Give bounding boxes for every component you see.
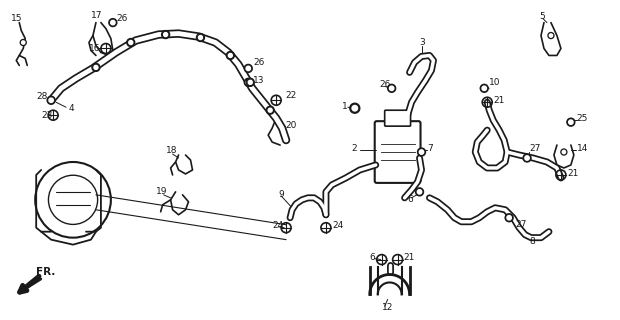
Text: 9: 9 xyxy=(278,190,284,199)
Circle shape xyxy=(417,190,422,194)
Text: 5: 5 xyxy=(539,12,545,21)
Circle shape xyxy=(266,106,274,114)
Circle shape xyxy=(109,19,117,27)
Text: 24: 24 xyxy=(332,221,343,230)
Circle shape xyxy=(244,64,252,72)
Text: 12: 12 xyxy=(382,303,393,312)
Circle shape xyxy=(268,108,272,112)
Text: 21: 21 xyxy=(567,169,578,179)
Text: 7: 7 xyxy=(427,144,433,153)
Circle shape xyxy=(129,41,133,44)
Text: 27: 27 xyxy=(515,220,526,229)
Text: 26: 26 xyxy=(253,58,265,67)
Circle shape xyxy=(246,66,250,71)
Text: 19: 19 xyxy=(156,188,167,196)
Circle shape xyxy=(419,150,423,154)
Circle shape xyxy=(164,33,167,36)
Circle shape xyxy=(562,150,565,154)
Circle shape xyxy=(47,96,55,104)
Circle shape xyxy=(507,216,512,220)
Text: 15: 15 xyxy=(11,14,23,23)
Circle shape xyxy=(198,36,203,40)
Circle shape xyxy=(22,41,25,44)
Circle shape xyxy=(350,103,360,113)
Circle shape xyxy=(248,80,252,84)
Circle shape xyxy=(388,84,396,92)
Circle shape xyxy=(561,149,567,155)
Text: 6: 6 xyxy=(407,195,414,204)
Circle shape xyxy=(92,63,100,71)
Circle shape xyxy=(505,214,513,222)
Circle shape xyxy=(20,40,26,45)
Text: 16: 16 xyxy=(89,44,100,53)
Text: FR.: FR. xyxy=(36,267,56,276)
Text: 21: 21 xyxy=(404,253,415,262)
Text: 14: 14 xyxy=(577,144,588,153)
Text: 2: 2 xyxy=(352,144,358,153)
Text: 25: 25 xyxy=(577,114,588,123)
Text: 3: 3 xyxy=(420,38,425,47)
Text: 10: 10 xyxy=(489,78,501,87)
Text: 26: 26 xyxy=(379,80,391,89)
Text: 13: 13 xyxy=(253,76,265,85)
Circle shape xyxy=(162,31,170,38)
Text: 18: 18 xyxy=(166,146,177,155)
Circle shape xyxy=(110,20,115,25)
Circle shape xyxy=(567,118,575,126)
Circle shape xyxy=(246,80,250,84)
Circle shape xyxy=(228,53,232,58)
Text: 20: 20 xyxy=(285,121,296,130)
Circle shape xyxy=(480,84,488,92)
Circle shape xyxy=(127,38,135,46)
Circle shape xyxy=(417,148,425,156)
Circle shape xyxy=(197,34,205,42)
Circle shape xyxy=(548,33,554,38)
Circle shape xyxy=(389,86,394,91)
Circle shape xyxy=(244,78,252,86)
FancyBboxPatch shape xyxy=(374,121,420,183)
Circle shape xyxy=(523,154,531,162)
Text: 26: 26 xyxy=(117,14,128,23)
FancyBboxPatch shape xyxy=(384,110,410,126)
Circle shape xyxy=(482,86,487,91)
Circle shape xyxy=(352,106,358,111)
Text: 27: 27 xyxy=(529,144,541,153)
Text: 28: 28 xyxy=(36,92,48,101)
Text: 21: 21 xyxy=(493,96,505,105)
Circle shape xyxy=(226,52,234,60)
Text: 8: 8 xyxy=(529,237,535,246)
Text: 22: 22 xyxy=(285,91,296,100)
Circle shape xyxy=(525,156,529,160)
Text: 6: 6 xyxy=(370,253,376,262)
Circle shape xyxy=(246,78,254,86)
Circle shape xyxy=(569,120,573,124)
Circle shape xyxy=(49,98,53,102)
Text: 17: 17 xyxy=(91,11,102,20)
Text: 4: 4 xyxy=(69,104,74,113)
Circle shape xyxy=(549,34,552,37)
Text: 1: 1 xyxy=(342,102,348,111)
Text: 23: 23 xyxy=(41,111,53,120)
Circle shape xyxy=(415,188,423,196)
Circle shape xyxy=(94,65,98,69)
Text: 24: 24 xyxy=(272,221,283,230)
